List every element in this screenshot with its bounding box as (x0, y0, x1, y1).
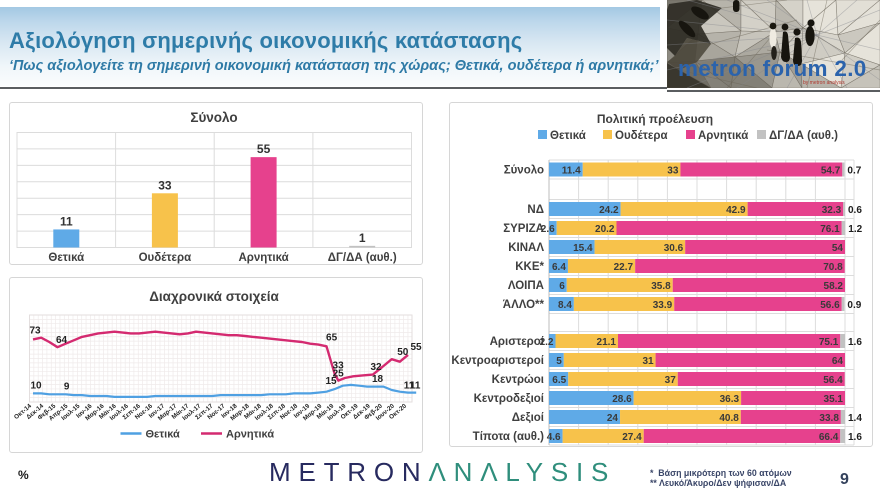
svg-text:11: 11 (404, 380, 415, 391)
svg-text:21.1: 21.1 (597, 337, 617, 348)
svg-text:73: 73 (29, 325, 41, 336)
svg-text:33: 33 (333, 361, 345, 372)
svg-text:22.7: 22.7 (614, 262, 634, 273)
svg-text:10: 10 (30, 380, 42, 391)
svg-text:27.4: 27.4 (622, 432, 642, 443)
svg-text:6.4: 6.4 (552, 262, 566, 273)
svg-text:35.1: 35.1 (824, 394, 844, 405)
svg-text:8.4: 8.4 (558, 300, 572, 311)
svg-text:64: 64 (56, 335, 68, 346)
svg-text:Αρνητικά: Αρνητικά (238, 252, 288, 264)
svg-text:33.8: 33.8 (819, 413, 839, 424)
svg-text:50: 50 (397, 347, 409, 358)
svg-text:Θετικά: Θετικά (48, 252, 84, 264)
svg-text:by metron analysis: by metron analysis (803, 80, 845, 86)
svg-text:5: 5 (556, 356, 562, 367)
svg-text:Πολιτική προέλευση: Πολιτική προέλευση (597, 112, 713, 126)
svg-text:33.9: 33.9 (653, 300, 673, 311)
svg-text:64: 64 (832, 356, 844, 367)
svg-text:ΆΛΛΟ**: ΆΛΛΟ** (503, 299, 545, 311)
svg-text:6: 6 (559, 281, 565, 292)
svg-text:Θετικά: Θετικά (146, 429, 181, 441)
svg-text:ΔΓ/ΔΑ (αυθ.): ΔΓ/ΔΑ (αυθ.) (769, 130, 838, 142)
svg-text:ΔΓ/ΔΑ (αυθ.): ΔΓ/ΔΑ (αυθ.) (328, 252, 397, 264)
svg-text:ΝΔ: ΝΔ (527, 204, 544, 216)
svg-text:33: 33 (158, 178, 172, 192)
svg-text:4.6: 4.6 (547, 432, 561, 443)
svg-text:Διαχρονικά στοιχεία: Διαχρονικά στοιχεία (149, 289, 279, 304)
svg-text:36.3: 36.3 (720, 394, 740, 405)
svg-text:metron forum 2.0: metron forum 2.0 (678, 56, 867, 81)
svg-text:32: 32 (370, 362, 382, 373)
svg-text:Θετικά: Θετικά (550, 130, 586, 142)
svg-text:Δεξιοί: Δεξιοί (512, 412, 544, 424)
svg-text:0.9: 0.9 (847, 300, 861, 311)
svg-text:20.2: 20.2 (595, 224, 615, 235)
svg-text:32.3: 32.3 (822, 205, 842, 216)
svg-text:1.2: 1.2 (848, 224, 862, 235)
svg-text:0.6: 0.6 (848, 205, 862, 216)
svg-text:30.6: 30.6 (664, 243, 684, 254)
svg-text:56.6: 56.6 (820, 300, 840, 311)
svg-text:ΚΚΕ*: ΚΚΕ* (515, 261, 544, 273)
svg-text:58.2: 58.2 (824, 281, 844, 292)
svg-text:1: 1 (359, 231, 366, 245)
svg-text:1.6: 1.6 (848, 432, 862, 443)
svg-text:33: 33 (667, 166, 679, 177)
svg-text:ΣΥΡΙΖΑ: ΣΥΡΙΖΑ (503, 223, 544, 235)
svg-text:66.4: 66.4 (819, 432, 839, 443)
svg-text:15: 15 (325, 376, 337, 387)
svg-text:Ουδέτερα: Ουδέτερα (615, 130, 668, 142)
svg-text:Αριστεροί: Αριστεροί (490, 336, 544, 348)
svg-text:24.2: 24.2 (599, 205, 619, 216)
svg-text:Σύνολο: Σύνολο (504, 165, 544, 177)
svg-text:76.1: 76.1 (820, 224, 840, 235)
svg-text:ΛΟΙΠΑ: ΛΟΙΠΑ (508, 280, 544, 292)
svg-text:Κεντροαριστεροί: Κεντροαριστεροί (451, 355, 544, 367)
svg-text:ΚΙΝΑΛ: ΚΙΝΑΛ (508, 242, 544, 254)
svg-text:6.5: 6.5 (552, 375, 566, 386)
svg-text:9: 9 (64, 381, 70, 392)
svg-text:1.4: 1.4 (848, 413, 862, 424)
svg-text:2.6: 2.6 (541, 224, 555, 235)
svg-text:Τίποτα (αυθ.): Τίποτα (αυθ.) (473, 431, 544, 443)
svg-text:11: 11 (410, 380, 421, 391)
svg-text:31: 31 (642, 356, 654, 367)
svg-text:11.4: 11.4 (562, 166, 581, 177)
svg-text:55: 55 (257, 142, 271, 156)
svg-text:18: 18 (372, 374, 384, 385)
svg-text:54.7: 54.7 (821, 166, 841, 177)
svg-text:Αρνητικά: Αρνητικά (226, 429, 274, 441)
svg-text:37: 37 (665, 375, 677, 386)
svg-text:25: 25 (333, 368, 345, 379)
svg-text:Αρνητικά: Αρνητικά (698, 130, 748, 142)
svg-text:0.7: 0.7 (847, 166, 861, 177)
svg-text:55: 55 (410, 342, 422, 353)
svg-text:Κεντρώοι: Κεντρώοι (492, 374, 544, 386)
svg-text:Κεντροδεξιοί: Κεντροδεξιοί (474, 393, 544, 405)
svg-text:65: 65 (326, 332, 338, 343)
svg-text:1.6: 1.6 (848, 337, 862, 348)
svg-text:2.2: 2.2 (540, 337, 554, 348)
svg-text:28.6: 28.6 (612, 394, 632, 405)
svg-text:35.8: 35.8 (651, 281, 671, 292)
svg-text:40.8: 40.8 (719, 413, 739, 424)
svg-text:Σύνολο: Σύνολο (190, 110, 237, 125)
svg-text:75.1: 75.1 (819, 337, 839, 348)
svg-text:24: 24 (607, 413, 619, 424)
svg-text:70.8: 70.8 (823, 262, 843, 273)
svg-text:11: 11 (60, 214, 73, 228)
svg-text:54: 54 (832, 243, 844, 254)
svg-text:Ουδέτερα: Ουδέτερα (139, 252, 192, 264)
svg-text:56.4: 56.4 (823, 375, 843, 386)
svg-text:15.4: 15.4 (573, 243, 593, 254)
svg-text:42.9: 42.9 (726, 205, 746, 216)
